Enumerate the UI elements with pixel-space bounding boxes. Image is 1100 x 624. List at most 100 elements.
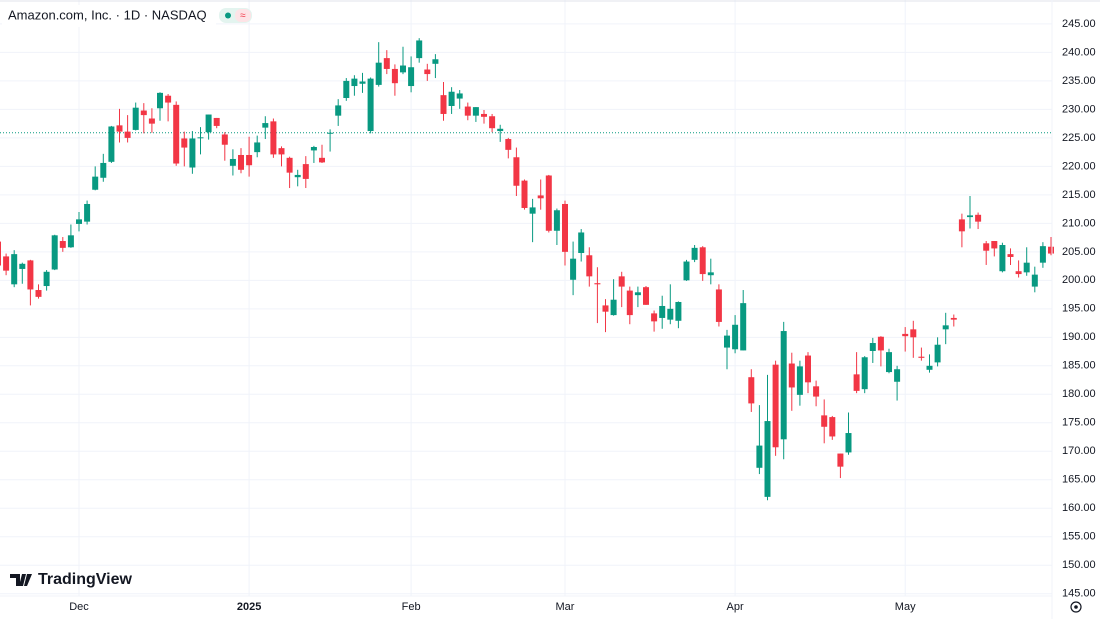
candle-body: [740, 303, 747, 351]
y-tick-label: 165.00: [1062, 474, 1096, 486]
candle-body: [586, 255, 593, 277]
candle-body: [302, 164, 309, 179]
candle-body: [967, 215, 973, 218]
candle-body: [853, 374, 860, 391]
y-tick-label: 150.00: [1062, 559, 1096, 571]
candle-body: [958, 219, 965, 232]
y-tick-label: 200.00: [1062, 274, 1096, 286]
candle-body: [189, 138, 196, 168]
y-tick-label: 210.00: [1062, 217, 1096, 229]
candle-body: [537, 195, 544, 199]
candle-body: [545, 175, 552, 231]
candle-body: [521, 180, 528, 208]
candle-body: [845, 433, 852, 453]
candle-body: [553, 210, 560, 231]
candle-body: [910, 329, 917, 338]
candle-body: [262, 123, 269, 128]
candle-body: [918, 356, 925, 358]
x-tick-label: Apr: [727, 601, 744, 613]
candle-body: [391, 68, 398, 84]
candle-body: [213, 117, 220, 126]
candle-body: [497, 128, 504, 132]
candle-body: [869, 343, 876, 351]
candle-body: [707, 272, 714, 276]
candle-body: [1039, 246, 1046, 263]
candle-body: [108, 126, 115, 162]
candle-body: [432, 59, 439, 64]
y-tick-label: 220.00: [1062, 160, 1096, 172]
candle-body: [327, 132, 334, 134]
market-open-dot: [225, 12, 231, 19]
candle-body: [780, 331, 787, 440]
chart-title: Amazon.com, Inc. · 1D · NASDAQ: [8, 7, 207, 22]
candle-body: [748, 377, 755, 404]
candle-body: [448, 91, 455, 106]
candle-body: [562, 203, 568, 252]
candle-body: [894, 369, 901, 382]
candle-body: [76, 219, 82, 224]
candle-body: [659, 305, 666, 318]
badge-icon: ≈: [240, 11, 246, 22]
candle-body: [950, 317, 957, 320]
candle-body: [886, 352, 892, 373]
candle-body: [440, 95, 447, 114]
candle-body: [764, 421, 771, 497]
candle-body: [472, 107, 479, 116]
y-tick-label: 185.00: [1062, 360, 1096, 372]
candle-body: [173, 104, 180, 164]
candle-body: [319, 157, 325, 163]
candle-body: [1031, 274, 1038, 287]
candle-body: [877, 336, 884, 351]
candle-body: [351, 78, 358, 87]
candle-body: [359, 81, 366, 84]
candle-body: [197, 137, 204, 139]
candle-body: [651, 313, 658, 322]
candle-body: [148, 118, 155, 124]
candle-body: [513, 157, 520, 186]
candle-body: [1007, 254, 1014, 257]
candle-body: [861, 357, 868, 390]
candle-body: [594, 283, 601, 285]
candle-body: [416, 40, 423, 59]
candle-body: [400, 65, 406, 73]
candle-body: [691, 247, 698, 260]
candle-body: [270, 121, 277, 155]
y-tick-label: 245.00: [1062, 18, 1096, 30]
candle-body: [3, 256, 10, 271]
candle-body: [19, 263, 26, 269]
logo-icon: [10, 574, 32, 586]
candle-body: [724, 335, 730, 348]
candle-body: [821, 415, 828, 427]
candle-body: [27, 260, 34, 290]
grid: [0, 0, 1052, 596]
candle-body: [675, 301, 682, 321]
candle-body: [732, 324, 739, 350]
candle-body: [618, 276, 625, 287]
candle-body: [124, 131, 131, 138]
candle-body: [35, 290, 42, 297]
candle-body: [132, 107, 139, 130]
watermark: TradingView: [38, 571, 133, 588]
status-badge-right[interactable]: [235, 9, 251, 22]
y-tick-label: 235.00: [1062, 75, 1096, 87]
candle-body: [424, 69, 431, 75]
candle-body: [926, 365, 933, 370]
settings-icon[interactable]: [1070, 601, 1082, 613]
plot: [0, 38, 1054, 501]
candle-body: [157, 92, 163, 109]
candle-body: [165, 95, 172, 103]
logo[interactable]: TradingView: [10, 571, 133, 588]
candle-body: [294, 174, 301, 178]
candle-body: [254, 142, 261, 153]
candle-body: [367, 78, 374, 132]
candle-body: [481, 113, 487, 117]
x-tick-label: Mar: [556, 601, 575, 613]
candle-body: [772, 364, 779, 448]
candle-body: [59, 241, 66, 248]
candle-body: [1015, 271, 1022, 275]
candle-body: [181, 138, 188, 148]
candle-body: [92, 176, 99, 190]
candle-body: [999, 245, 1006, 272]
y-tick-label: 205.00: [1062, 246, 1096, 258]
